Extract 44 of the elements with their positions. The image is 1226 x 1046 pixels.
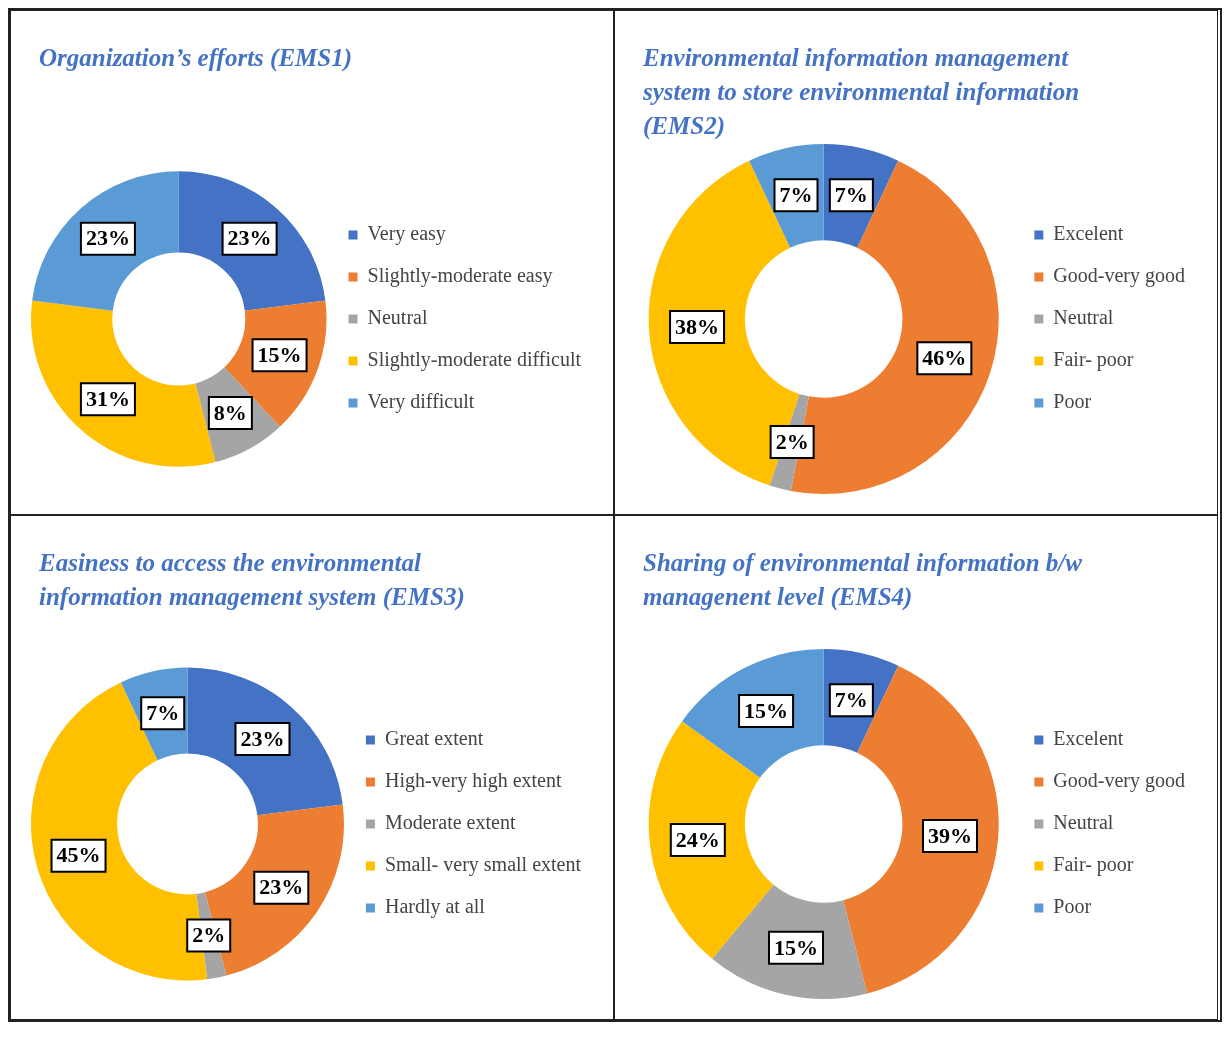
legend-label: Good-very good — [1053, 769, 1185, 793]
legend-label: Fair- poor — [1053, 348, 1134, 372]
data-label: 7% — [779, 181, 813, 207]
data-label: 8% — [213, 399, 247, 425]
data-label: 24% — [675, 826, 720, 852]
legend-label: Slightly-moderate difficult — [367, 348, 582, 372]
chart-title: Environmental information management system to store environmental information (EMS2) — [643, 43, 1081, 142]
legend-label: Hardly at all — [384, 895, 486, 919]
legend-label: Very easy — [367, 222, 446, 246]
data-label: 2% — [775, 428, 809, 454]
chart-title: Organization’s efforts (EMS1) — [39, 43, 353, 74]
legend-label: Very difficult — [367, 390, 475, 414]
data-label: 31% — [85, 386, 130, 412]
legend-label: Neutral — [1053, 811, 1114, 834]
data-label: 23% — [259, 874, 304, 900]
data-label: 38% — [675, 313, 720, 339]
legend-label: Slightly-moderate easy — [367, 264, 553, 288]
data-label: 23% — [85, 225, 130, 251]
data-label: 45% — [56, 842, 101, 868]
legend-label: Small- very small extent — [384, 853, 582, 877]
data-label: 7% — [834, 686, 868, 712]
chart-title: Easiness to access the environmental information management system (EMS3) — [39, 548, 466, 613]
data-label: 23% — [227, 225, 272, 251]
data-label: 7% — [146, 699, 180, 725]
legend-label: Poor — [1053, 895, 1092, 918]
legend-label: Good-very good — [1053, 264, 1185, 288]
data-label: 46% — [922, 344, 967, 370]
legend-label: Excelent — [1053, 727, 1124, 750]
data-label: 39% — [927, 822, 972, 848]
data-label: 23% — [240, 725, 285, 751]
data-label: 7% — [834, 181, 868, 207]
data-label: 2% — [192, 922, 226, 948]
legend-label: Neutral — [1053, 306, 1114, 329]
chart-title: Sharing of environmental information b/w managenent level (EMS4) — [643, 548, 1083, 613]
legend-label: Fair- poor — [1053, 853, 1134, 877]
legend-label: Excelent — [1053, 222, 1124, 245]
legend-label: Moderate extent — [384, 811, 516, 834]
legend-label: Great extent — [384, 727, 484, 750]
data-label: 15% — [257, 341, 302, 367]
data-label: 15% — [774, 934, 818, 960]
data-label: 15% — [744, 697, 789, 723]
legend-label: High-very high extent — [384, 769, 562, 793]
legend-label: Poor — [1053, 390, 1092, 413]
legend-label: Neutral — [367, 306, 428, 329]
